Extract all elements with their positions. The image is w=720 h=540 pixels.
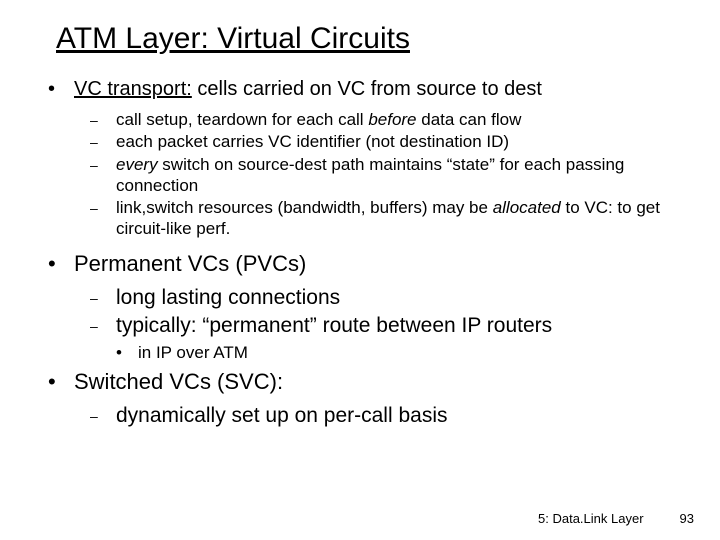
subsub-text: in IP over ATM [138,343,248,363]
footer-section: 5: Data.Link Layer [538,511,644,526]
sub-packet-vcid: – each packet carries VC identifier (not… [90,131,700,152]
sub-link-resources: – link,switch resources (bandwidth, buff… [90,197,700,240]
subsub-ip-over-atm: • in IP over ATM [116,343,700,363]
sub-text: dynamically set up on per-call basis [116,403,448,429]
bullet-dot: • [48,369,74,395]
bullet-permanent-vcs: • Permanent VCs (PVCs) [48,251,700,277]
sub-permanent-route: – typically: “permanent” route between I… [90,313,700,339]
bullet-switched-vcs: • Switched VCs (SVC): [48,369,700,395]
dash: – [90,403,116,429]
sub-every-switch: – every switch on source-dest path maint… [90,154,700,197]
slide-footer: 5: Data.Link Layer 93 [538,511,694,526]
bullet-dot: • [48,78,74,101]
dash: – [90,197,116,240]
sub-text: long lasting connections [116,285,340,311]
footer-page-number: 93 [680,511,694,526]
bullet-dot: • [116,343,138,363]
bullet-text: Permanent VCs (PVCs) [74,251,306,277]
slide-title: ATM Layer: Virtual Circuits [56,22,700,56]
dash: – [90,109,116,130]
sub-long-lasting: – long lasting connections [90,285,700,311]
dash: – [90,131,116,152]
sub-text: call setup, teardown for each call befor… [116,109,521,130]
sub-text: typically: “permanent” route between IP … [116,313,552,339]
sub-dynamic-percall: – dynamically set up on per-call basis [90,403,700,429]
dash: – [90,285,116,311]
bullet-text: Switched VCs (SVC): [74,369,283,395]
sub-call-setup: – call setup, teardown for each call bef… [90,109,700,130]
bullet-text: VC transport: cells carried on VC from s… [74,78,542,101]
dash: – [90,313,116,339]
bullet-vc-transport: • VC transport: cells carried on VC from… [48,78,700,101]
sub-text: every switch on source-dest path maintai… [116,154,700,197]
dash: – [90,154,116,197]
sub-text: each packet carries VC identifier (not d… [116,131,509,152]
bullet-dot: • [48,251,74,277]
sub-text: link,switch resources (bandwidth, buffer… [116,197,700,240]
